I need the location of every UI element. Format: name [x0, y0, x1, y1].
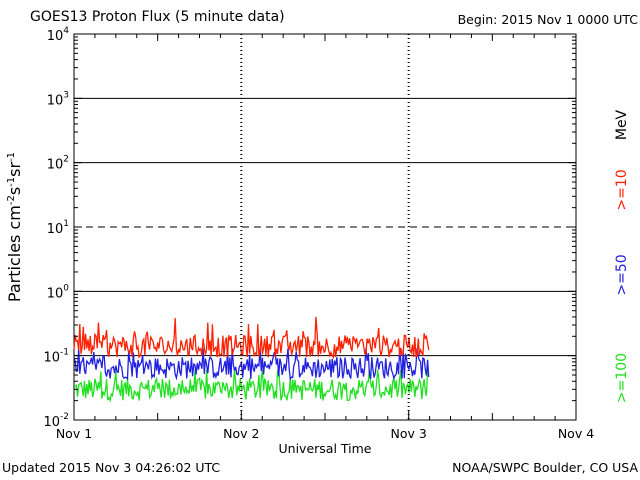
y-tick-label: 10-1 — [43, 348, 69, 366]
series-line-ge50 — [73, 348, 430, 381]
x-axis-label: Universal Time — [279, 441, 372, 456]
legend-label: >=10 — [614, 169, 630, 210]
y-tick-label: 101 — [47, 219, 69, 237]
x-tick-label: Nov 4 — [558, 426, 594, 441]
y-axis-label: Particles cm-2s-1sr-1 — [5, 152, 24, 302]
x-tick-label: Nov 1 — [56, 426, 92, 441]
updated-timestamp: Updated 2015 Nov 3 04:26:02 UTC — [2, 460, 221, 475]
legend-label: >=100 — [614, 353, 630, 403]
reference-lines — [74, 97, 576, 357]
series-line-ge10 — [73, 316, 430, 359]
y-tick-label: 104 — [47, 26, 70, 44]
x-axis-ticks: Nov 1 Nov 2 Nov 3 Nov 4 — [56, 34, 594, 441]
legend-label: >=50 — [614, 254, 630, 295]
chart-title: GOES13 Proton Flux (5 minute data) — [30, 9, 285, 25]
x-tick-label: Nov 3 — [391, 426, 427, 441]
begin-time: Begin: 2015 Nov 1 0000 UTC — [457, 12, 638, 27]
y-tick-label: 102 — [47, 155, 69, 173]
credit-line: NOAA/SWPC Boulder, CO USA — [452, 460, 638, 475]
legend-unit: MeV — [614, 109, 630, 140]
legend: >=10 >=50 >=100 MeV — [614, 109, 630, 403]
y-tick-label: 103 — [47, 90, 69, 108]
x-tick-label: Nov 2 — [223, 426, 259, 441]
day-markers — [240, 34, 410, 420]
y-tick-label: 100 — [47, 283, 70, 301]
series-group — [73, 316, 430, 403]
